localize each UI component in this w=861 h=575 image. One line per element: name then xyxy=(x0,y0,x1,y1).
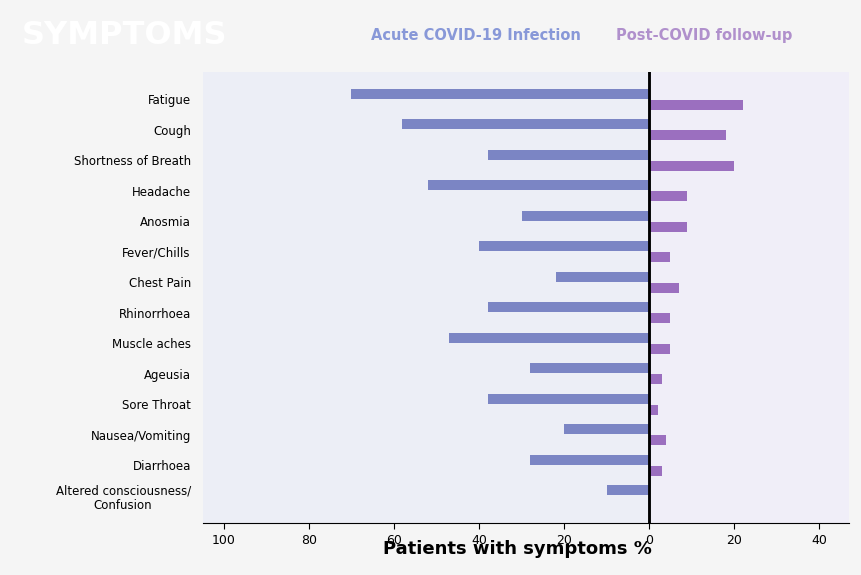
Bar xyxy=(648,435,666,445)
Bar xyxy=(449,333,648,343)
Bar xyxy=(648,374,661,384)
Bar xyxy=(530,363,648,373)
Bar xyxy=(563,424,648,434)
Bar xyxy=(648,466,661,476)
Bar xyxy=(648,131,725,140)
Bar xyxy=(530,455,648,465)
Bar xyxy=(487,394,648,404)
Bar xyxy=(648,161,734,171)
Bar xyxy=(648,161,734,171)
Bar xyxy=(648,222,687,232)
Bar xyxy=(402,120,648,129)
Bar xyxy=(648,283,678,293)
Bar xyxy=(648,191,687,201)
Bar xyxy=(428,181,648,190)
Bar xyxy=(487,394,648,404)
Bar xyxy=(555,272,648,282)
Bar xyxy=(479,242,648,251)
Bar xyxy=(648,344,670,354)
Bar xyxy=(648,252,670,262)
Bar xyxy=(648,374,661,384)
Bar xyxy=(648,466,661,476)
Bar xyxy=(648,344,670,354)
Bar xyxy=(487,150,648,160)
Bar xyxy=(606,485,648,495)
Bar xyxy=(402,120,648,129)
Text: Acute COVID-19 Infection: Acute COVID-19 Infection xyxy=(370,28,579,44)
Bar xyxy=(648,283,678,293)
Bar xyxy=(648,131,725,140)
Bar xyxy=(487,302,648,312)
Bar xyxy=(351,89,648,99)
Bar xyxy=(487,302,648,312)
Bar xyxy=(351,89,648,99)
Bar xyxy=(487,150,648,160)
Text: Patients with symptoms %: Patients with symptoms % xyxy=(382,540,651,558)
Bar xyxy=(648,405,657,415)
Bar xyxy=(530,363,648,373)
Bar xyxy=(449,333,648,343)
Bar xyxy=(563,424,648,434)
Text: Post-COVID follow-up: Post-COVID follow-up xyxy=(616,28,792,44)
Text: SYMPTOMS: SYMPTOMS xyxy=(22,21,226,51)
Bar xyxy=(648,222,687,232)
Bar xyxy=(555,272,648,282)
Bar xyxy=(648,313,670,323)
Bar xyxy=(530,455,648,465)
Bar xyxy=(648,39,848,526)
Bar xyxy=(606,485,648,495)
Bar xyxy=(479,242,648,251)
Bar xyxy=(521,211,648,221)
Bar xyxy=(648,435,666,445)
Bar xyxy=(648,405,657,415)
Bar xyxy=(428,181,648,190)
Bar xyxy=(648,100,742,110)
Bar xyxy=(648,191,687,201)
Bar xyxy=(648,252,670,262)
Bar xyxy=(521,211,648,221)
Bar xyxy=(648,313,670,323)
Bar xyxy=(648,100,742,110)
